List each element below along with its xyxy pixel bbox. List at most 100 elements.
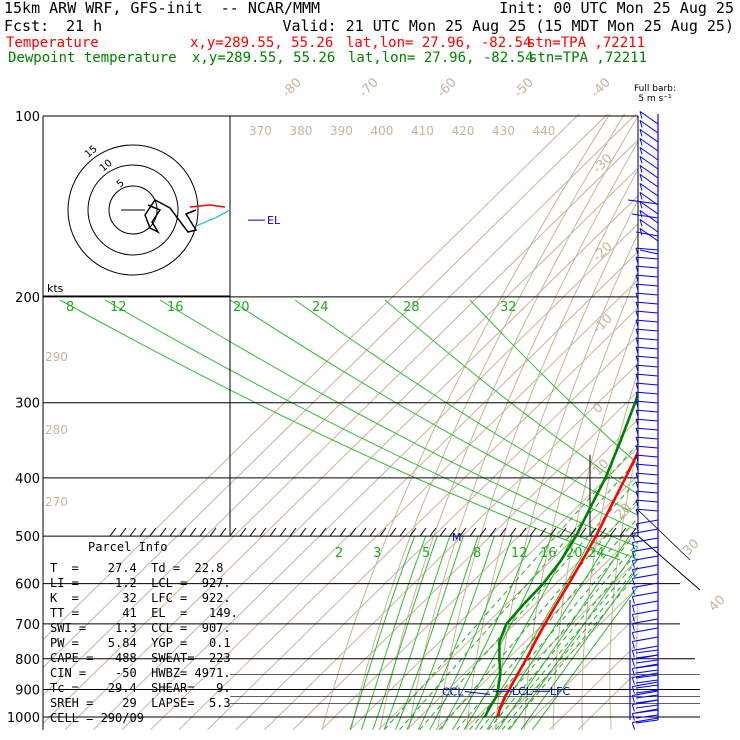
parcel-info-row: CIN = -50 HWBZ= 4971. [50,666,231,680]
hatch [209,527,217,537]
barb-flag [635,355,639,364]
upper-moist-adiabat [159,299,638,548]
hatch [419,527,427,537]
barb-flag [639,156,643,164]
hatch [549,527,557,537]
wind-barb [639,146,659,161]
hatch [359,527,367,537]
isotherm-label: 40 [706,593,728,615]
wind-barb [632,600,659,607]
mixing-ratio-line [383,443,638,730]
barb-flag [631,632,635,640]
barb-flag [635,319,639,328]
sounding-profiles [483,389,638,718]
wind-barb [632,645,659,652]
parcel-info-table: T = 27.4 Td = 22.8 LI = -1.2 LCL = 927. K … [50,561,238,726]
parcel-info-row: T = 27.4 Td = 22.8 [50,561,224,575]
barb-legend: Full barb: 5 m s⁻¹ [634,84,676,104]
hodo-shear [195,209,231,227]
hatch [219,527,227,537]
barb-flag [639,174,643,182]
hatch [479,527,487,537]
parcel-info-row: K = 32 LFC = 922. [50,591,231,605]
wind-barb [632,546,659,553]
profile-dewpoint-temperature [483,389,638,718]
hatch [459,527,467,537]
isotherm-label: -70 [356,75,382,101]
mixing-ratio-label-lower: 16 [540,546,557,561]
hodo-ring-label: 15 [83,144,100,161]
wind-barb [636,400,659,404]
wind-barb [636,364,659,368]
parcel-info-row: TT = 41 EL = 149. [50,606,238,620]
lower-panel-lines [109,455,701,591]
barb-flag [631,668,635,676]
isotherm-lines [43,114,638,730]
wind-barb [639,200,659,215]
hatch [599,527,607,537]
moist-adiabat [429,536,513,730]
hatch [629,527,637,537]
dry-adiabat [713,89,740,730]
moist-adiabat [520,566,638,730]
pressure-label: 600 [15,578,40,593]
mixing-ratio-label-lower: 8 [473,546,481,561]
parcel-info-row: CAPE = 488 SWEAT= 223 [50,651,231,665]
barb-flag [639,129,643,137]
pressure-label: 100 [15,110,40,125]
fcst-value: 21 h [66,17,103,35]
barb-flag [631,695,635,703]
dry-adiabat [408,140,638,730]
theta-label-top: 380 [290,124,313,138]
barb-flag [635,256,639,265]
theta-label-top: 430 [492,124,515,138]
pressure-label: 400 [15,472,40,487]
wind-barb [636,283,659,287]
barb-flag [635,391,639,400]
wind-barb [632,618,659,625]
isotherm [492,586,638,730]
dry-adiabat [350,114,626,730]
moist-adiabat [417,536,495,730]
isotherm [178,279,638,730]
lower-diagonal-2 [637,509,691,561]
wind-barb [632,582,659,589]
parcel-info-row: SREH = 29 LAPSE= 5.3 [50,696,231,710]
isotherm-label: -80 [279,75,305,101]
upper-moist-adiabat [294,299,638,516]
wind-barb [636,373,659,377]
hatch [139,527,147,537]
hodo-ring [87,164,179,256]
moist-adiabat [463,536,574,730]
barb-flag [639,120,643,128]
upper-moist-adiabat [384,299,638,496]
theta-label-left: 290 [45,350,68,364]
barb-flag [635,346,639,355]
barb-flag [635,373,639,382]
barb-flag [635,409,639,418]
hatch [119,527,127,537]
hatch [349,527,357,537]
upper-moist-adiabat [59,299,621,561]
barb-legend-line2: 5 m s⁻¹ [638,94,672,104]
wind-barb [636,328,659,332]
wind-barb [632,591,659,598]
moist-adiabat [406,536,479,730]
moist-adiabat [383,536,451,730]
wind-barb [632,573,659,580]
parcel-info-row: PW = 5.84 YGP = 0.1 [50,636,231,650]
barb-flag [635,454,639,463]
barb-flag [635,247,639,256]
wind-barb [636,519,659,525]
field-latlon-dewpoint: lat,lon= 27.96, -82.54 [348,50,534,66]
barb-flag [639,228,643,236]
wind-barb [636,427,659,431]
wind-barb-lower [635,679,659,684]
dry-adiabat-lines [321,89,740,730]
wind-barb-lower [635,684,659,689]
wind-barb [632,537,659,544]
parcel-info-row: CELL = 290/09 [50,711,144,725]
upper-moist-adiabat [104,299,638,560]
wind-barb [639,173,659,188]
